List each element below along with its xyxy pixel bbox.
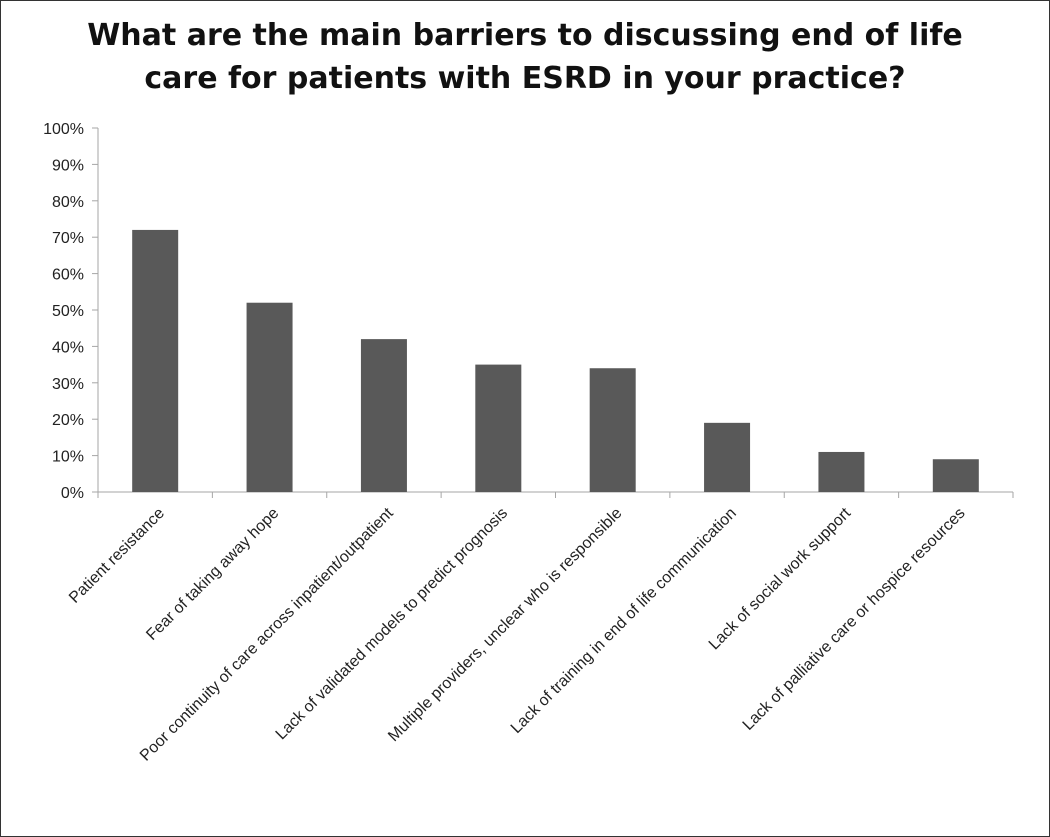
y-tick-label: 100% (43, 121, 84, 138)
bar (475, 364, 522, 492)
bar (132, 229, 179, 493)
y-tick-label: 50% (52, 303, 84, 320)
bar (704, 422, 751, 492)
x-category-label: Fear of taking away hope (143, 505, 282, 644)
y-tick-label: 20% (52, 412, 84, 429)
y-tick-label: 10% (52, 449, 84, 466)
chart-title: What are the main barriers to discussing… (0, 14, 1050, 100)
x-category-label: Poor continuity of care across inpatient… (137, 504, 397, 764)
y-tick-label: 80% (52, 194, 84, 211)
bar (818, 451, 865, 492)
y-tick-label: 0% (61, 485, 84, 502)
x-category-label: Lack of validated models to predict prog… (273, 505, 511, 743)
bar (246, 302, 293, 492)
y-tick-label: 40% (52, 339, 84, 356)
y-tick-label: 90% (52, 157, 84, 174)
y-tick-label: 30% (52, 376, 84, 393)
x-category-label: Lack of palliative care or hospice resou… (740, 505, 969, 734)
y-tick-label: 60% (52, 267, 84, 284)
bar (589, 368, 636, 492)
x-category-label: Lack of training in end of life communic… (508, 505, 740, 737)
y-tick-label: 70% (52, 230, 84, 247)
x-category-label: Patient resistance (66, 505, 168, 607)
bar (360, 339, 407, 492)
chart-title-line-1: What are the main barriers to discussing… (87, 18, 963, 53)
bar (932, 459, 979, 492)
x-category-label: Multiple providers, unclear who is respo… (385, 505, 625, 745)
chart-title-line-2: care for patients with ESRD in your prac… (144, 61, 906, 96)
